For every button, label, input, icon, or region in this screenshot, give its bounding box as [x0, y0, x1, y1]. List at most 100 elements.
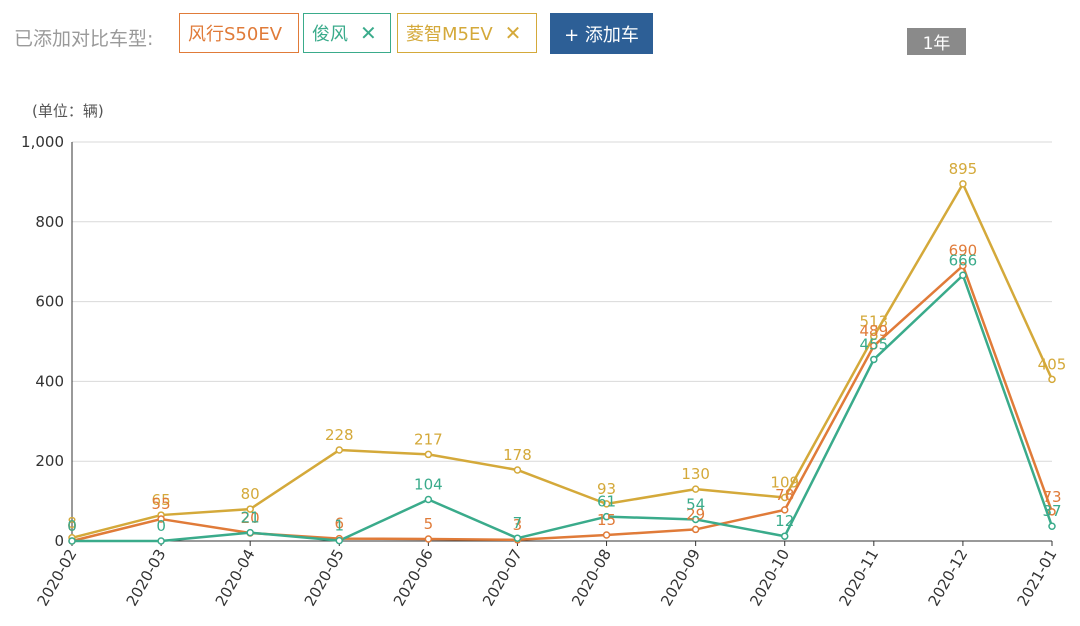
- data-label: 55: [152, 495, 171, 513]
- data-label: 3: [513, 516, 523, 534]
- data-point: [959, 271, 967, 280]
- data-label: 93: [597, 480, 616, 498]
- remove-car-icon[interactable]: ✕: [360, 21, 377, 45]
- data-point: [246, 528, 254, 537]
- data-point: [870, 332, 878, 341]
- data-label: 513: [859, 312, 888, 330]
- data-point: [1048, 375, 1056, 384]
- data-point: [602, 500, 611, 508]
- add-car-button[interactable]: + 添加车: [550, 13, 653, 54]
- data-label: 78: [775, 486, 794, 504]
- data-point: [424, 535, 433, 543]
- data-point: [424, 450, 433, 459]
- x-tick-label: 2020-07: [479, 546, 526, 609]
- data-label: 15: [597, 511, 616, 529]
- car-tag-1[interactable]: 风行S50EV: [179, 13, 299, 53]
- data-label: 73: [1042, 488, 1061, 506]
- data-point: [1048, 508, 1056, 516]
- data-point: [157, 515, 165, 523]
- x-tick-label: 2020-11: [835, 546, 882, 609]
- data-label: 104: [414, 476, 443, 494]
- y-tick-label: 800: [35, 213, 64, 231]
- car-tag-3[interactable]: 菱智M5EV ✕: [397, 13, 537, 53]
- data-label: 54: [686, 495, 705, 513]
- x-tick-label: 2020-06: [390, 546, 437, 609]
- data-label: 405: [1038, 355, 1067, 373]
- data-point: [513, 534, 522, 542]
- data-point: [691, 485, 700, 493]
- car-tag-label: 风行S50EV: [188, 24, 283, 45]
- data-point: [870, 342, 878, 350]
- car-tag-2[interactable]: 俊风 ✕: [303, 13, 391, 53]
- data-point: [780, 532, 789, 540]
- data-point: [1048, 522, 1056, 530]
- data-label: 228: [325, 426, 354, 444]
- x-tick-label: 2020-08: [568, 546, 615, 609]
- data-label: 29: [686, 505, 705, 523]
- data-label: 61: [597, 493, 616, 511]
- data-label: 0: [67, 517, 77, 535]
- data-point: [602, 512, 611, 521]
- x-tick-label: 2020-09: [657, 546, 704, 609]
- data-label: 489: [859, 322, 888, 340]
- data-point: [959, 261, 967, 270]
- data-label: 0: [67, 517, 77, 535]
- data-label: 5: [424, 515, 434, 533]
- car-tag-label: 俊风: [312, 24, 348, 45]
- y-tick-label: 200: [35, 452, 64, 470]
- compare-toolbar: 已添加对比车型: 风行S50EV 俊风 ✕ 菱智M5EV ✕ + 添加车 1年: [0, 0, 1080, 70]
- remove-car-icon[interactable]: ✕: [504, 21, 522, 45]
- x-tick-label: 2020-03: [123, 546, 170, 609]
- car-tag-label: 菱智M5EV: [406, 24, 493, 45]
- series-line-2: [71, 264, 1054, 543]
- data-label: 6: [334, 515, 344, 533]
- data-point: [959, 180, 967, 188]
- data-point: [691, 515, 700, 524]
- data-label: 80: [241, 485, 260, 503]
- data-label: 666: [949, 251, 978, 269]
- data-point: [602, 531, 611, 539]
- data-label: 130: [681, 465, 710, 483]
- range-1-year-button[interactable]: 1年: [907, 28, 966, 55]
- y-unit-label: (单位：辆): [32, 102, 104, 120]
- series-line-3: [72, 274, 1054, 543]
- data-label: 109: [770, 474, 799, 492]
- data-point: [335, 446, 344, 454]
- data-label: 895: [949, 160, 978, 178]
- data-label: 8: [67, 514, 77, 532]
- data-label: 21: [241, 509, 260, 527]
- data-point: [246, 505, 254, 513]
- x-tick-label: 2021-01: [1014, 546, 1061, 609]
- data-point: [780, 493, 789, 502]
- data-point: [780, 506, 789, 514]
- data-point: [335, 536, 344, 545]
- data-label: 37: [1042, 502, 1061, 520]
- data-point: [157, 537, 165, 545]
- x-tick-label: 2020-12: [924, 546, 971, 609]
- x-tick-label: 2020-10: [746, 546, 793, 609]
- data-label: 0: [156, 517, 166, 535]
- data-label: 455: [859, 335, 888, 353]
- x-tick-label: 2020-02: [34, 546, 81, 609]
- data-label: 178: [503, 446, 532, 464]
- compare-label: 已添加对比车型:: [14, 28, 154, 50]
- y-tick-label: 1,000: [21, 133, 64, 151]
- data-label: 20: [241, 509, 260, 527]
- x-tick-label: 2020-04: [212, 546, 259, 609]
- data-label: 12: [775, 512, 794, 530]
- y-tick-label: 400: [35, 372, 64, 390]
- data-label: 7: [513, 514, 523, 532]
- data-point: [691, 525, 700, 534]
- data-point: [424, 495, 433, 504]
- data-label: 690: [949, 242, 978, 260]
- data-label: 217: [414, 430, 443, 448]
- series-line-1: [71, 182, 1054, 540]
- y-tick-label: 0: [54, 532, 64, 550]
- data-point: [68, 537, 76, 545]
- data-label: 1: [334, 517, 344, 535]
- y-tick-label: 600: [35, 293, 64, 311]
- data-point: [870, 355, 878, 364]
- data-point: [513, 466, 522, 474]
- x-tick-label: 2020-05: [301, 546, 348, 609]
